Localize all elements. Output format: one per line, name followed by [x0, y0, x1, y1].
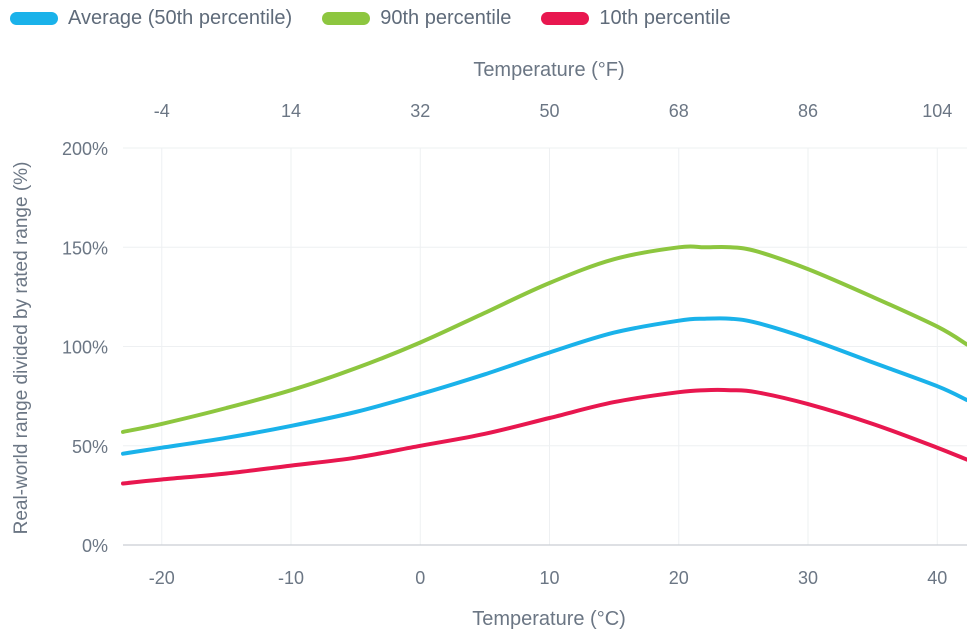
legend-swatch-90th [322, 11, 371, 25]
x-tick-label: 40 [927, 568, 947, 588]
top-x-tick-label: 68 [669, 101, 689, 121]
legend-swatch-10th [541, 11, 590, 25]
x-tick-label: 30 [798, 568, 818, 588]
y-tick-label: 200% [62, 139, 108, 159]
series-line-10th[interactable] [121, 387, 967, 486]
y-tick-label: 0% [82, 536, 108, 556]
top-x-tick-label: 104 [922, 101, 952, 121]
legend-item-90th[interactable]: 90th percentile [322, 7, 511, 30]
y-tick-label: 50% [72, 437, 108, 457]
top-x-tick-label: -4 [154, 101, 170, 121]
top-x-tick-label: 86 [798, 101, 818, 121]
series-lines [121, 244, 967, 486]
legend-label-average: Average (50th percentile) [68, 6, 293, 29]
y-tick-label: 100% [62, 338, 108, 358]
top-x-tick-label: 14 [281, 101, 301, 121]
legend-label-90th: 90th percentile [380, 6, 512, 29]
x-tick-label: -10 [278, 568, 304, 588]
x-axis-title: Temperature (°C) [472, 608, 626, 630]
axes: 0% 50% 100% 150% 200% -20 -10 0 10 20 30 40 -4 14 32 50… [62, 101, 967, 588]
series-line-average[interactable] [121, 316, 967, 456]
series-line-90th[interactable] [121, 244, 967, 434]
legend-item-10th[interactable]: 10th percentile [541, 6, 731, 30]
x-tick-label: 10 [540, 568, 560, 588]
legend-swatch-average [10, 11, 58, 25]
x-tick-label: 20 [669, 568, 689, 588]
top-x-tick-label: 50 [540, 101, 560, 121]
top-x-tick-label: 32 [410, 101, 430, 121]
y-tick-label: 150% [62, 238, 108, 258]
x-tick-label: 0 [415, 568, 425, 588]
legend-label-10th: 10th percentile [599, 6, 731, 29]
legend: Average (50th percentile) 90th percentil… [10, 4, 731, 32]
y-axis-title: Real-world range divided by rated range … [11, 162, 32, 535]
top-x-axis-title: Temperature (°F) [473, 59, 624, 81]
legend-item-average[interactable]: Average (50th percentile) [10, 7, 292, 30]
gridlines [123, 147, 967, 545]
x-tick-label: -20 [149, 568, 175, 588]
